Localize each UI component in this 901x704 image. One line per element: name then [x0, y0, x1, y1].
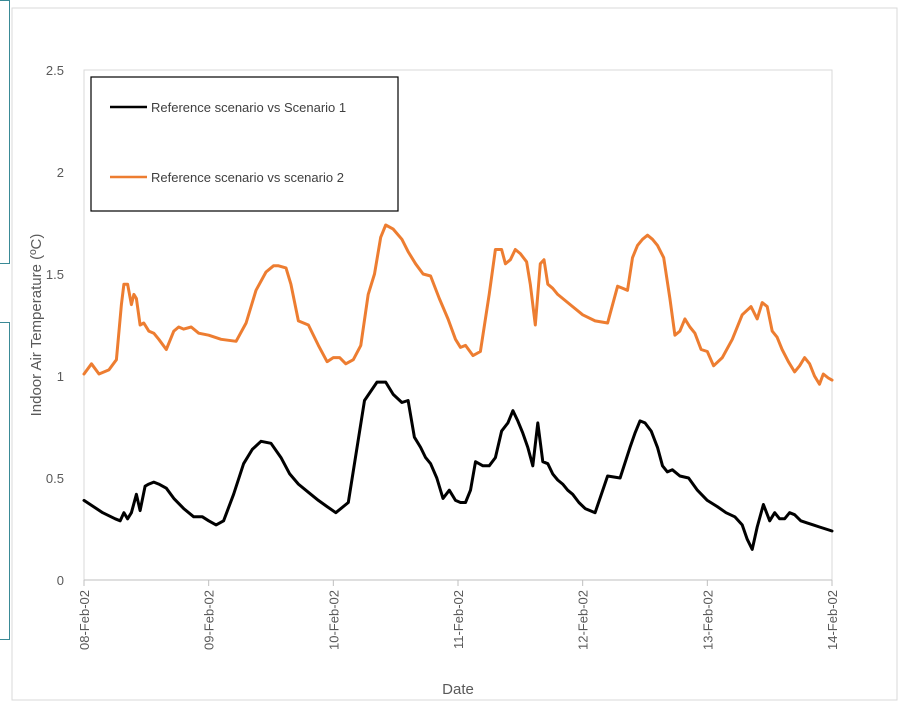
y-tick-label: 0.5	[46, 471, 64, 486]
y-tick-label: 2.5	[46, 63, 64, 78]
legend-label-series-1: Reference scenario vs Scenario 1	[151, 100, 346, 115]
x-tick-label: 14-Feb-02	[825, 590, 840, 650]
y-axis-ticks: 0 0.5 1 1.5 2 2.5	[46, 63, 64, 588]
y-tick-label: 2	[57, 165, 64, 180]
y-tick-label: 1	[57, 369, 64, 384]
left-panel-edge-bottom	[0, 322, 10, 640]
x-tick-label: 11-Feb-02	[451, 590, 466, 649]
x-tick-label: 08-Feb-02	[77, 590, 92, 650]
x-tick-label: 09-Feb-02	[202, 590, 217, 650]
x-tick-label: 13-Feb-02	[700, 590, 715, 650]
x-axis-title: Date	[442, 681, 474, 698]
left-panel-edge-top	[0, 0, 10, 264]
series-layer	[82, 223, 834, 551]
series-line-1	[82, 380, 834, 551]
y-tick-label: 1.5	[46, 267, 64, 282]
y-axis-title: Indoor Air Temperature (ºC)	[28, 234, 45, 417]
x-tick-label: 10-Feb-02	[326, 590, 341, 650]
y-tick-label: 0	[57, 573, 64, 588]
legend-box	[90, 76, 399, 212]
x-axis-ticks: 08-Feb-02 09-Feb-02 10-Feb-02 11-Feb-02 12-F…	[77, 580, 840, 650]
series-line-2	[82, 223, 834, 386]
legend: Reference scenario vs Scenario 1 Referen…	[90, 76, 399, 212]
x-tick-label: 12-Feb-02	[576, 590, 591, 650]
legend-label-series-2: Reference scenario vs scenario 2	[151, 170, 344, 185]
